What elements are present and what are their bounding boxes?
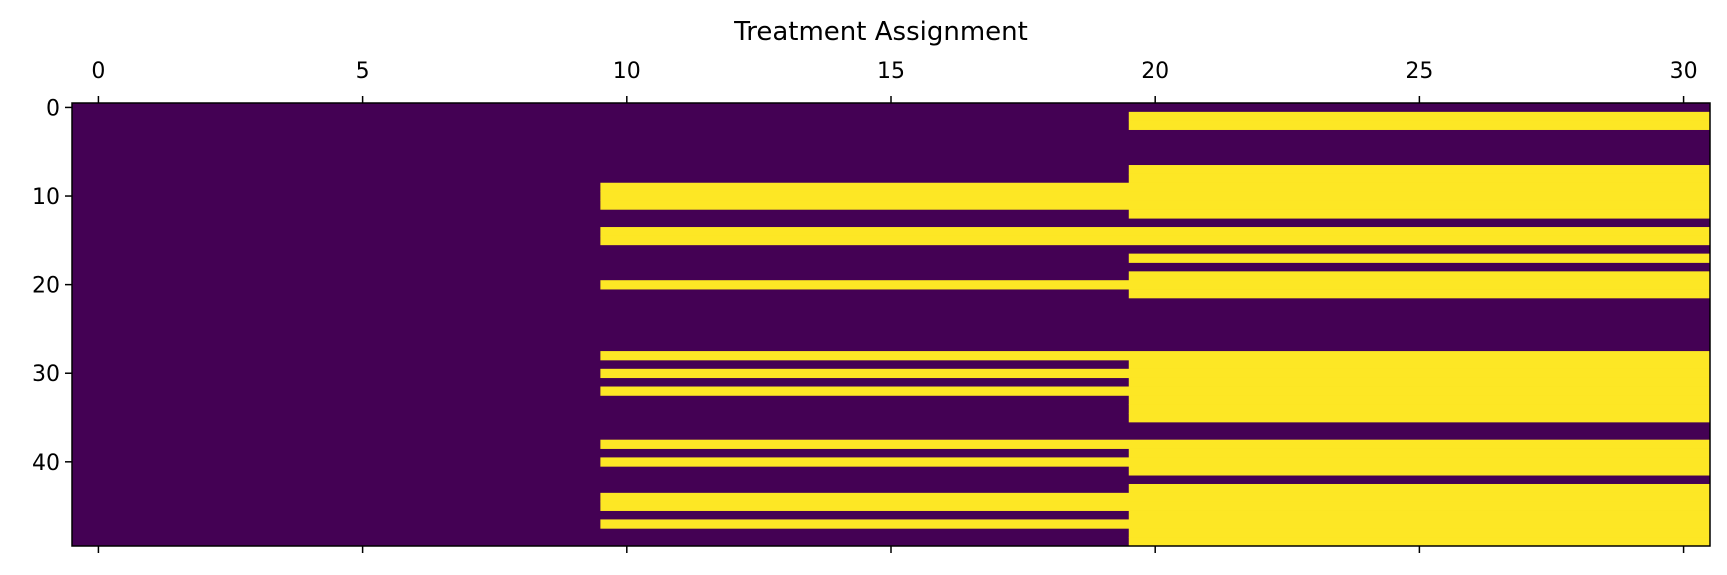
heatmap-row-8-treated (1128, 173, 1710, 184)
heatmap-row-9-treated (600, 182, 1710, 192)
y-tick-label-40: 40 (32, 451, 60, 476)
heatmap-row-20-treated (600, 280, 1710, 290)
heatmap-row-2-treated (1128, 120, 1710, 130)
y-axis: 0 10 20 30 40 (32, 96, 72, 476)
heatmap-row-41-treated (1128, 466, 1710, 476)
heatmap-row-17-treated (1128, 253, 1710, 263)
heatmap-row-15-treated (600, 235, 1710, 246)
heatmap-row-49-treated (1128, 537, 1710, 547)
heatmap-row-32-treated (600, 386, 1710, 396)
heatmap-row-30-treated (600, 368, 1710, 379)
y-tick-label-30: 30 (32, 362, 60, 387)
heatmap-row-35-treated (1128, 413, 1710, 423)
heatmap-row-46-treated (1128, 510, 1710, 520)
x-tick-label-5: 5 (356, 59, 370, 84)
heatmap-row-47-treated (600, 519, 1710, 529)
heatmap-row-29-treated (1128, 359, 1710, 370)
heatmap-row-31-treated (1128, 377, 1710, 387)
x-tick-label-25: 25 (1405, 59, 1433, 84)
x-tick-label-30: 30 (1670, 59, 1698, 84)
heatmap-row-40-treated (600, 457, 1710, 467)
heatmap-row-10-treated (600, 191, 1710, 201)
heatmap-row-38-treated (600, 439, 1710, 449)
heatmap-row-44-treated (600, 492, 1710, 503)
heatmap-row-7-treated (1128, 165, 1710, 175)
heatmap-cells (72, 103, 1710, 547)
y-tick-label-20: 20 (32, 274, 60, 299)
heatmap-row-11-treated (600, 200, 1710, 210)
heatmap-row-1-treated (1128, 111, 1710, 122)
heatmap-row-39-treated (1128, 448, 1710, 458)
x-tick-label-0: 0 (91, 59, 105, 84)
heatmap-row-21-treated (1128, 289, 1710, 299)
heatmap-row-45-treated (600, 501, 1710, 511)
heatmap-row-33-treated (1128, 395, 1710, 405)
heatmap-row-12-treated (1128, 209, 1710, 219)
x-axis: 0 5 10 15 20 25 30 (91, 59, 1698, 553)
y-tick-label-10: 10 (32, 185, 60, 210)
heatmap-row-48-treated (1128, 528, 1710, 538)
y-tick-label-0: 0 (46, 96, 60, 121)
x-tick-label-15: 15 (877, 59, 905, 84)
heatmap-row-34-treated (1128, 404, 1710, 414)
heatmap-row-28-treated (600, 351, 1710, 361)
heatmap-row-43-treated (1128, 483, 1710, 494)
heatmap-row-14-treated (600, 227, 1710, 237)
chart-title: Treatment Assignment (733, 17, 1028, 47)
x-tick-label-20: 20 (1141, 59, 1169, 84)
heatmap-row-19-treated (1128, 271, 1710, 281)
x-tick-label-10: 10 (613, 59, 641, 84)
